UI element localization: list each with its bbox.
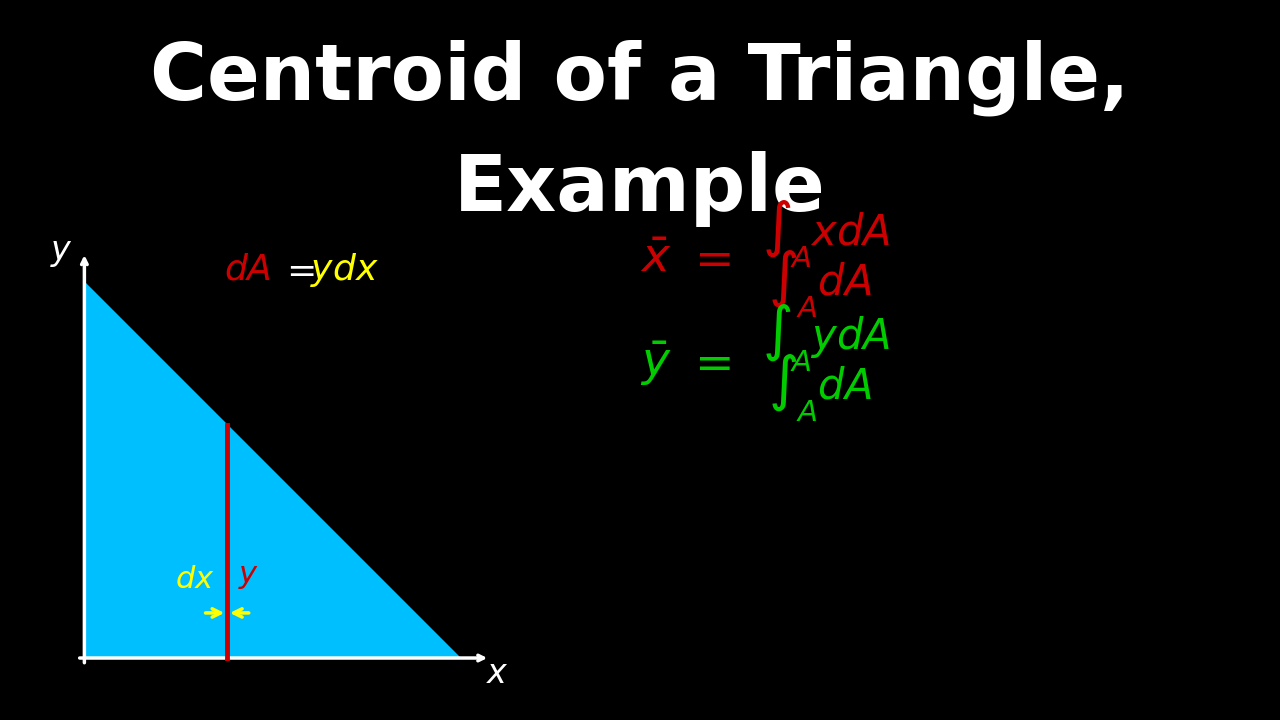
Text: $y$: $y$ bbox=[50, 236, 73, 269]
Text: Example: Example bbox=[454, 151, 826, 228]
Text: $=$: $=$ bbox=[279, 253, 315, 287]
Text: $\bar{y}$: $\bar{y}$ bbox=[640, 339, 672, 388]
Text: $\bar{x}$: $\bar{x}$ bbox=[640, 237, 672, 282]
Text: $y$: $y$ bbox=[238, 562, 260, 591]
Text: $x$: $x$ bbox=[486, 657, 509, 690]
Text: $ydx$: $ydx$ bbox=[310, 251, 379, 289]
Text: $dA$: $dA$ bbox=[224, 253, 271, 287]
Text: Centroid of a Triangle,: Centroid of a Triangle, bbox=[150, 40, 1130, 116]
Text: $\int_A dA$: $\int_A dA$ bbox=[768, 354, 872, 424]
Text: $=$: $=$ bbox=[685, 237, 731, 282]
Text: $\int_A dA$: $\int_A dA$ bbox=[768, 249, 872, 320]
Text: $\int_A ydA$: $\int_A ydA$ bbox=[762, 303, 890, 374]
Polygon shape bbox=[84, 282, 460, 658]
Text: $=$: $=$ bbox=[685, 341, 731, 386]
Text: $dx$: $dx$ bbox=[175, 564, 215, 593]
Text: $\int_A xdA$: $\int_A xdA$ bbox=[762, 199, 890, 269]
